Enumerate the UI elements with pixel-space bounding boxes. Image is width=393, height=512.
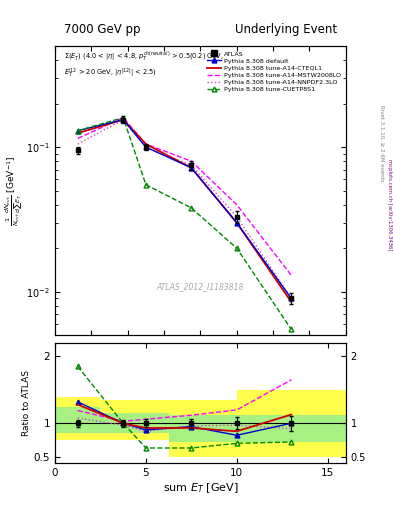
Bar — [101, 413, 169, 433]
Text: 7000 GeV pp: 7000 GeV pp — [64, 23, 140, 36]
Text: Rivet 3.1.10, ≥ 2.6M events: Rivet 3.1.10, ≥ 2.6M events — [379, 105, 384, 182]
Y-axis label: $\frac{1}{N_{evt}}\frac{dN_{evt}}{d\sum E_T}$ [GeV$^{-1}$]: $\frac{1}{N_{evt}}\frac{dN_{evt}}{d\sum … — [4, 156, 25, 226]
Bar — [169, 415, 346, 442]
Legend: ATLAS, Pythia 8.308 default, Pythia 8.308 tune-A14-CTEQL1, Pythia 8.308 tune-A14: ATLAS, Pythia 8.308 default, Pythia 8.30… — [205, 49, 343, 94]
Bar — [237, 390, 346, 457]
Bar — [101, 400, 169, 440]
X-axis label: sum $E_T$ [GeV]: sum $E_T$ [GeV] — [163, 481, 238, 495]
Text: Underlying Event: Underlying Event — [235, 23, 337, 36]
Bar — [55, 407, 101, 433]
Text: ATLAS_2012_I1183818: ATLAS_2012_I1183818 — [157, 282, 244, 291]
Text: mcplots.cern.ch [arXiv:1306.3436]: mcplots.cern.ch [arXiv:1306.3436] — [387, 159, 392, 250]
Bar — [55, 396, 101, 440]
Text: $\Sigma(E_T)$ (4.0 < |$\eta$| < 4.8, $p_T^{ch(neutral)}$ > 0.5(0.2) GeV,
$E_T^{l: $\Sigma(E_T)$ (4.0 < |$\eta$| < 4.8, $p_… — [64, 49, 224, 80]
Bar — [169, 400, 237, 457]
Y-axis label: Ratio to ATLAS: Ratio to ATLAS — [22, 370, 31, 436]
